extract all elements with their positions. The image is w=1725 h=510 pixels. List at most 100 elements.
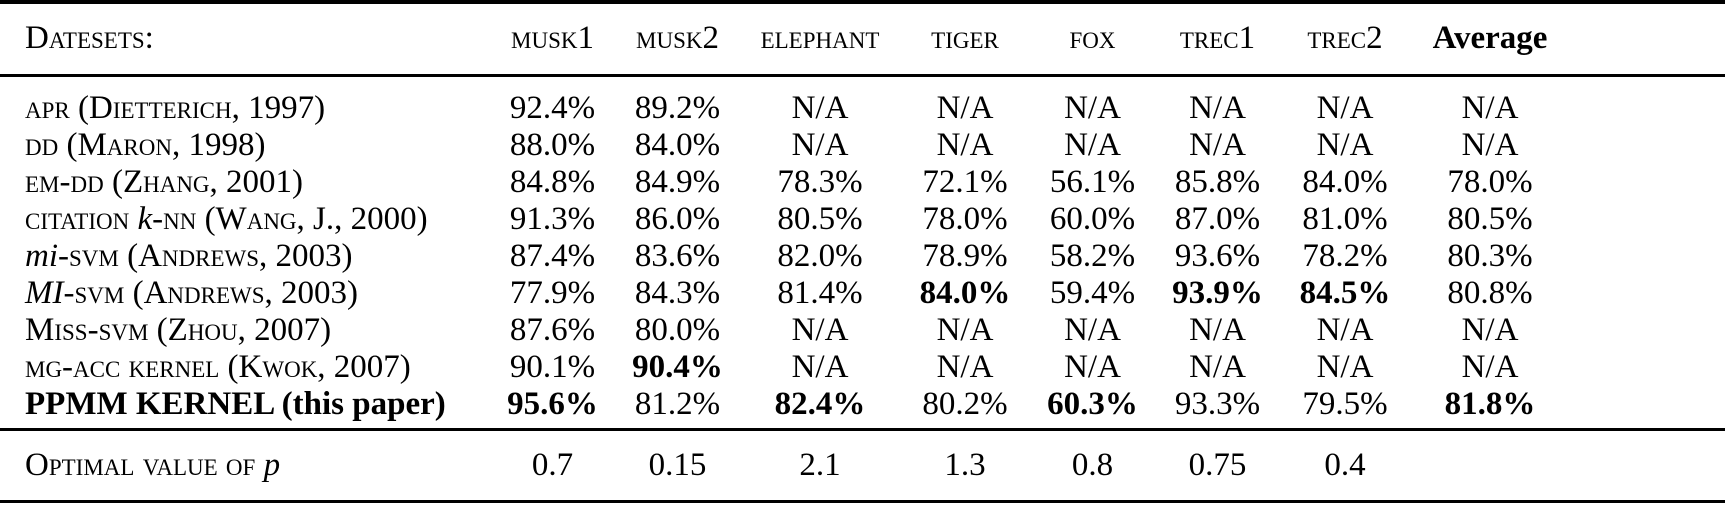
cell: 93.6% — [1174, 237, 1261, 274]
row-label: apr (Dietterich, 1997) — [0, 75, 490, 127]
cell: 60.0% — [1049, 200, 1136, 237]
cell: 58.2% — [1049, 237, 1136, 274]
cell: N/A — [1189, 348, 1246, 385]
cell: 84.0% — [634, 126, 721, 163]
column-header-average: Average — [1410, 2, 1570, 77]
row-label: MI-svm (Andrews, 2003) — [0, 275, 490, 312]
label-segment: k — [137, 200, 153, 237]
table-row: mi-svm (Andrews, 2003) 87.4% 83.6% 82.0% 78.… — [0, 238, 1725, 275]
cell: 95.6% — [507, 385, 598, 422]
cell: 59.4% — [1049, 274, 1136, 311]
label-segment: citation — [25, 200, 138, 237]
column-header-elephant: elephant — [740, 2, 900, 77]
row-label: dd (Maron, 1998) — [0, 127, 490, 164]
cell: 84.5% — [1299, 274, 1391, 311]
row-label: em-dd (Zhang, 2001) — [0, 164, 490, 201]
cell: 1.3 — [900, 427, 1030, 501]
cell: 0.7 — [490, 427, 615, 501]
row-spacer — [1570, 312, 1725, 349]
cell: 79.5% — [1302, 385, 1388, 422]
cell: 91.3% — [509, 200, 596, 237]
cell: N/A — [936, 348, 994, 385]
cell: N/A — [1316, 348, 1374, 385]
cell: 0.75 — [1155, 427, 1280, 501]
row-spacer — [1570, 201, 1725, 238]
cell: 2.1 — [740, 427, 900, 501]
cell: 82.0% — [777, 237, 863, 274]
cell: 86.0% — [634, 200, 721, 237]
cell: N/A — [936, 126, 994, 163]
table-row: citation k-nn (Wang, J., 2000) 91.3% 86.0%… — [0, 201, 1725, 238]
label-segment: PPMM KERNEL (this paper) — [25, 385, 446, 422]
cell: N/A — [1461, 348, 1519, 385]
row-spacer — [1570, 427, 1725, 501]
cell: 92.4% — [509, 89, 596, 126]
cell: 80.5% — [1447, 200, 1533, 237]
cell: N/A — [1316, 311, 1374, 348]
row-label: PPMM KERNEL (this paper) — [0, 386, 490, 430]
cell: 0.15 — [615, 427, 740, 501]
table-row: Miss-svm (Zhou, 2007) 87.6% 80.0% N/A N/A N/A… — [0, 312, 1725, 349]
cell: 90.1% — [509, 348, 596, 385]
cell: N/A — [1461, 126, 1519, 163]
cell: 87.6% — [509, 311, 596, 348]
cell: 93.9% — [1172, 274, 1263, 311]
row-spacer — [1570, 238, 1725, 275]
row-label: Optimal value of p — [0, 427, 490, 501]
methods-body: apr (Dietterich, 1997) 92.4% 89.2% N/A N/A N/… — [0, 75, 1725, 429]
cell: 93.3% — [1174, 385, 1261, 422]
table-row: MI-svm (Andrews, 2003) 77.9% 84.3% 81.4% 84.… — [0, 275, 1725, 312]
table-row: Optimal value of p 0.7 0.15 2.1 1.3 0.8 0.75 0.… — [0, 427, 1725, 501]
cell: 0.8 — [1030, 427, 1155, 501]
cell: N/A — [1316, 89, 1374, 126]
cell: 87.4% — [509, 237, 596, 274]
cell: 81.2% — [634, 385, 721, 422]
row-spacer — [1570, 127, 1725, 164]
label-segment: Optimal value of — [25, 446, 264, 483]
column-header-trec1: trec1 — [1155, 2, 1280, 77]
cell: 72.1% — [922, 163, 1008, 200]
row-spacer — [1570, 75, 1725, 127]
cell: 81.0% — [1302, 200, 1388, 237]
cell: 84.3% — [634, 274, 721, 311]
cell: N/A — [1064, 348, 1121, 385]
cell: 0.4 — [1280, 427, 1410, 501]
label-segment: em-dd (Zhang, 2001) — [25, 163, 304, 200]
cell: 85.8% — [1174, 163, 1261, 200]
table-row: apr (Dietterich, 1997) 92.4% 89.2% N/A N/A N/… — [0, 75, 1725, 127]
cell: 78.9% — [922, 237, 1008, 274]
row-spacer — [1570, 164, 1725, 201]
cell: 56.1% — [1049, 163, 1136, 200]
header-row: Datesets: musk1 musk2 elephant tiger fox trec… — [0, 2, 1725, 77]
cell: 80.5% — [777, 200, 863, 237]
label-segment: dd (Maron, 1998) — [25, 126, 266, 163]
cell: 80.8% — [1447, 274, 1533, 311]
column-header-fox: fox — [1030, 2, 1155, 77]
cell — [1410, 427, 1570, 501]
label-segment: MI — [25, 274, 64, 311]
table-row: PPMM KERNEL (this paper) 95.6% 81.2% 82.4% 8… — [0, 386, 1725, 430]
cell: N/A — [791, 348, 849, 385]
column-header-trec2: trec2 — [1280, 2, 1410, 77]
cell: 90.4% — [632, 348, 723, 385]
table-header: Datesets: musk1 musk2 elephant tiger fox trec… — [0, 2, 1725, 77]
label-segment: -nn (Wang, J., 2000) — [152, 200, 428, 237]
row-label: mg-acc kernel (Kwok, 2007) — [0, 349, 490, 386]
cell: N/A — [791, 126, 849, 163]
cell: 82.4% — [774, 385, 866, 422]
header-spacer — [1570, 2, 1725, 77]
label-segment: p — [263, 446, 281, 483]
label-segment: apr (Dietterich, 1997) — [25, 89, 326, 126]
cell: 80.2% — [922, 385, 1008, 422]
column-header-musk1: musk1 — [490, 2, 615, 77]
cell: N/A — [936, 89, 994, 126]
cell: N/A — [791, 89, 849, 126]
cell: 81.8% — [1444, 385, 1536, 422]
cell: 89.2% — [634, 89, 721, 126]
row-spacer — [1570, 349, 1725, 386]
cell: N/A — [791, 311, 849, 348]
cell: N/A — [1064, 89, 1121, 126]
cell: N/A — [1189, 311, 1246, 348]
